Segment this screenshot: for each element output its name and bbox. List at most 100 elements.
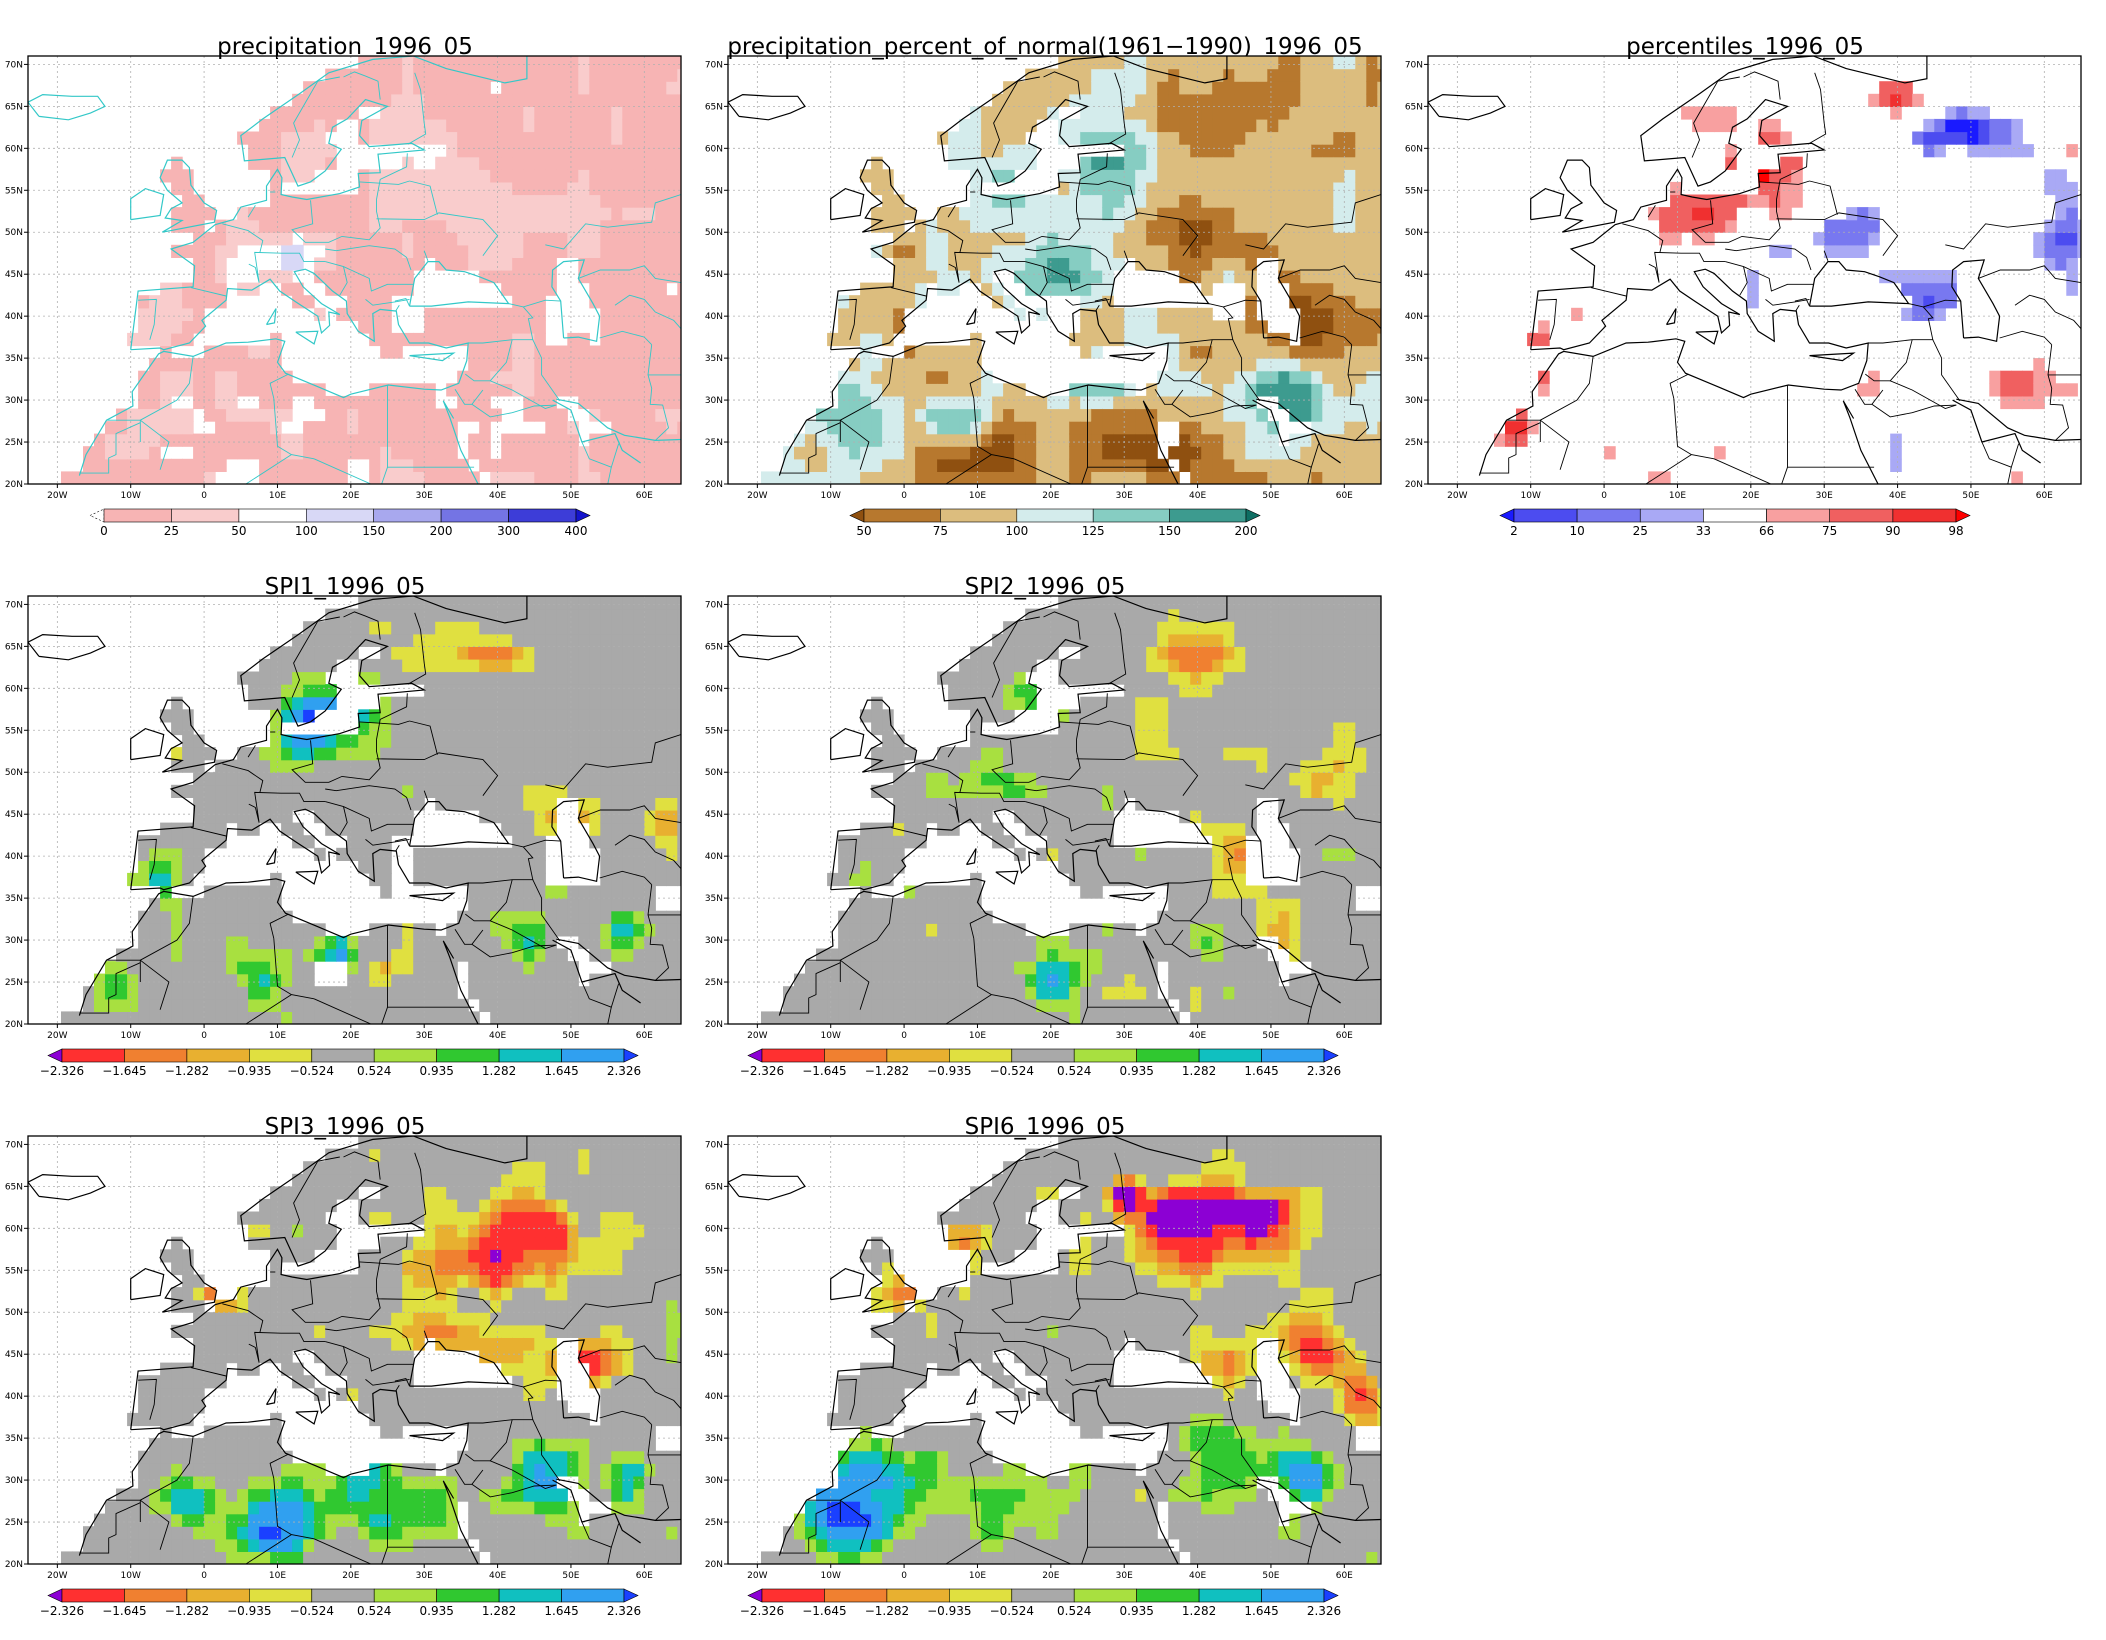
lat-tick-label: 25N xyxy=(1405,438,1423,448)
lon-tick-label: 0 xyxy=(201,491,207,501)
lon-tick-label: 40E xyxy=(1189,1031,1206,1041)
colorbar-arrow-low xyxy=(48,1589,62,1602)
lat-tick-label: 40N xyxy=(705,312,723,322)
colorbar-swatch xyxy=(1640,509,1703,522)
lat-tick-label: 30N xyxy=(705,1476,723,1486)
colorbar-swatch xyxy=(1012,1049,1074,1062)
lat-tick-label: 65N xyxy=(5,1182,23,1192)
lat-tick-label: 55N xyxy=(5,726,23,736)
colorbar-arrow-low xyxy=(1500,509,1514,522)
lat-tick-label: 40N xyxy=(705,1392,723,1402)
colorbar-label: 0.935 xyxy=(420,1604,454,1618)
lat-tick-label: 25N xyxy=(5,978,23,988)
colorbar-label: 10 xyxy=(1569,524,1584,538)
lat-tick-label: 50N xyxy=(705,1308,723,1318)
colorbar-label: −2.326 xyxy=(740,1064,784,1078)
lat-tick-label: 35N xyxy=(5,1434,23,1444)
colorbar-swatch xyxy=(562,1589,624,1602)
lon-tick-label: 30E xyxy=(1116,1571,1133,1581)
lon-tick-label: 40E xyxy=(1189,1571,1206,1581)
colorbar-swatch xyxy=(1830,509,1893,522)
lon-tick-label: 0 xyxy=(901,1031,907,1041)
colorbar-label: 98 xyxy=(1948,524,1963,538)
colorbar-label: 1.282 xyxy=(482,1064,516,1078)
colorbar-arrow-high xyxy=(624,1049,638,1062)
colorbar-swatch xyxy=(940,509,1016,522)
lat-tick-label: 70N xyxy=(705,1140,723,1150)
lon-tick-label: 20E xyxy=(1042,1031,1059,1041)
colorbar-swatch xyxy=(249,1049,311,1062)
colorbar-label: 150 xyxy=(1158,524,1181,538)
colorbar-swatch xyxy=(1074,1049,1136,1062)
lat-tick-label: 35N xyxy=(5,354,23,364)
lat-tick-label: 35N xyxy=(705,1434,723,1444)
colorbar-label: 90 xyxy=(1885,524,1900,538)
colorbar-arrow-high xyxy=(1324,1589,1338,1602)
colorbar-swatch xyxy=(509,509,576,522)
lon-tick-label: 20W xyxy=(747,1031,767,1041)
lat-tick-label: 45N xyxy=(705,270,723,280)
colorbar-swatch xyxy=(1262,1049,1324,1062)
colorbar-label: 33 xyxy=(1696,524,1711,538)
lat-tick-label: 30N xyxy=(5,396,23,406)
lon-tick-label: 60E xyxy=(636,491,653,501)
lon-tick-label: 40E xyxy=(1189,491,1206,501)
lat-tick-label: 65N xyxy=(5,642,23,652)
colorbar-arrow-high xyxy=(576,509,590,522)
colorbar-label: 200 xyxy=(1235,524,1258,538)
lat-tick-label: 60N xyxy=(705,144,723,154)
lat-tick-label: 50N xyxy=(5,1308,23,1318)
colorbar-swatch xyxy=(949,1049,1011,1062)
colorbar-swatch xyxy=(1199,1049,1261,1062)
colorbar-label: 0.524 xyxy=(357,1064,391,1078)
lon-tick-label: 50E xyxy=(1262,491,1279,501)
lat-tick-label: 25N xyxy=(705,978,723,988)
colorbar-label: 100 xyxy=(1005,524,1028,538)
colorbar-label: 100 xyxy=(295,524,318,538)
colorbar-label: 0 xyxy=(100,524,108,538)
lon-tick-label: 50E xyxy=(562,1571,579,1581)
colorbar-arrow-low xyxy=(748,1589,762,1602)
lat-tick-label: 70N xyxy=(1405,60,1423,70)
colorbar-swatch xyxy=(374,509,441,522)
lon-tick-label: 20W xyxy=(747,1571,767,1581)
lon-tick-label: 0 xyxy=(201,1571,207,1581)
colorbar-swatch xyxy=(864,509,940,522)
colorbar-swatch xyxy=(312,1589,374,1602)
lat-tick-label: 40N xyxy=(705,852,723,862)
colorbar-swatch xyxy=(312,1049,374,1062)
lat-tick-label: 20N xyxy=(705,480,723,490)
colorbar-swatch xyxy=(762,1049,824,1062)
colorbar-swatch xyxy=(62,1049,124,1062)
colorbar-swatch xyxy=(437,1589,499,1602)
colorbar-label: 150 xyxy=(362,524,385,538)
colorbar-label: 2.326 xyxy=(607,1604,641,1618)
lon-tick-label: 50E xyxy=(1962,491,1979,501)
colorbar-swatch xyxy=(249,1589,311,1602)
lat-tick-label: 35N xyxy=(5,894,23,904)
lon-tick-label: 10E xyxy=(969,1031,986,1041)
colorbar-label: 300 xyxy=(497,524,520,538)
lat-tick-label: 40N xyxy=(5,312,23,322)
lon-tick-label: 10E xyxy=(269,1031,286,1041)
colorbar-label: 0.935 xyxy=(420,1064,454,1078)
colorbar-label: −0.935 xyxy=(927,1604,971,1618)
colorbar-label: −0.935 xyxy=(227,1604,271,1618)
lon-tick-label: 10E xyxy=(269,491,286,501)
colorbar-label: −0.524 xyxy=(990,1604,1034,1618)
lat-tick-label: 65N xyxy=(1405,102,1423,112)
lat-tick-label: 55N xyxy=(705,1266,723,1276)
colorbar-label: 2.326 xyxy=(1307,1604,1341,1618)
lat-tick-label: 25N xyxy=(5,1518,23,1528)
lon-tick-label: 60E xyxy=(636,1571,653,1581)
lon-tick-label: 0 xyxy=(1601,491,1607,501)
lat-tick-label: 70N xyxy=(5,1140,23,1150)
lat-tick-label: 50N xyxy=(705,228,723,238)
